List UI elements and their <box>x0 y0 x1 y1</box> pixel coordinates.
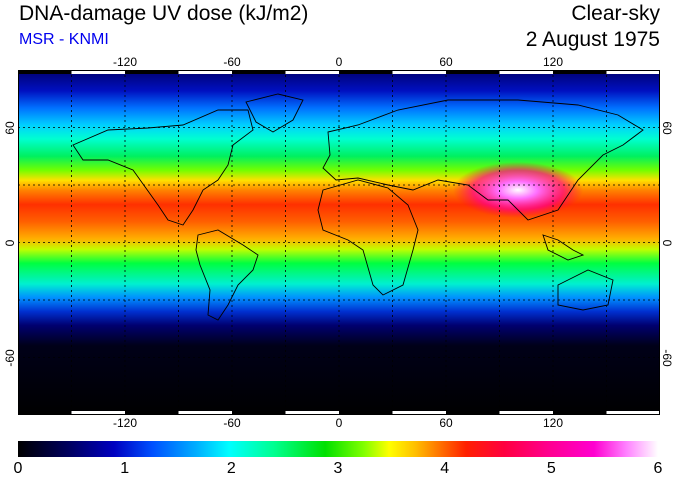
colorbar-tick-label: 4 <box>440 460 450 477</box>
colorbar-tick-label: 2 <box>226 460 236 477</box>
colorbar-tick-label: 5 <box>546 460 556 477</box>
colorbar-tick-label: 6 <box>653 460 663 477</box>
longitude-tick-label-bottom: -120 <box>112 416 138 430</box>
map-frame <box>18 70 660 415</box>
colorbar-tick-label: 1 <box>120 460 130 477</box>
frame-tick-segment <box>499 411 553 415</box>
uv-dose-map <box>18 70 660 415</box>
colorbar-tick-label: 0 <box>13 460 23 477</box>
frame-tick-segment <box>178 411 232 415</box>
frame-tick-segment <box>18 70 72 74</box>
frame-tick-segment <box>339 70 393 74</box>
date-label: 2 August 1975 <box>525 28 660 51</box>
latitude-tick-label-left: 0 <box>3 239 17 246</box>
sky-condition-label: Clear-sky <box>571 2 660 25</box>
longitude-tick-label-top: -60 <box>223 55 241 69</box>
frame-tick-segment <box>232 70 286 74</box>
map-frame-ticks <box>18 70 660 415</box>
frame-tick-segment <box>553 411 607 415</box>
frame-tick-segment <box>178 70 232 74</box>
map-title: DNA-damage UV dose (kJ/m2) <box>19 2 309 25</box>
frame-tick-segment <box>606 411 660 415</box>
frame-tick-segment <box>339 411 393 415</box>
latitude-tick-label-right: -60 <box>660 348 674 367</box>
frame-tick-segment <box>499 70 553 74</box>
longitude-tick-label-top: 60 <box>439 55 453 69</box>
frame-tick-segment <box>71 411 125 415</box>
frame-tick-segment <box>392 411 446 415</box>
longitude-tick-label-top: -120 <box>112 55 138 69</box>
frame-tick-segment <box>285 70 339 74</box>
frame-tick-segment <box>446 70 500 74</box>
longitude-tick-label-bottom: 0 <box>335 416 343 430</box>
frame-tick-segment <box>232 411 286 415</box>
frame-tick-segment <box>392 70 446 74</box>
longitude-tick-label-bottom: 120 <box>542 416 564 430</box>
frame-tick-segment <box>18 411 72 415</box>
tibet-maximum <box>453 162 583 218</box>
colorbar <box>18 441 658 457</box>
frame-tick-segment <box>553 70 607 74</box>
latitude-tick-label-right: 0 <box>660 239 674 246</box>
longitude-tick-label-top: 0 <box>335 55 343 69</box>
map-canvas <box>18 70 660 415</box>
longitude-tick-label-bottom: -60 <box>223 416 241 430</box>
colorbar-tick-label: 3 <box>333 460 343 477</box>
latitude-tick-label-left: -60 <box>3 348 17 367</box>
graticule <box>18 70 660 415</box>
coastlines <box>72 93 644 321</box>
frame-tick-segment <box>606 70 660 74</box>
institution-label: MSR - KNMI <box>19 31 109 48</box>
frame-tick-segment <box>125 70 179 74</box>
latitude-tick-label-left: 60 <box>3 120 17 135</box>
frame-tick-segment <box>125 411 179 415</box>
frame-tick-segment <box>285 411 339 415</box>
latitude-tick-label-right: 60 <box>660 120 674 135</box>
frame-tick-segment <box>71 70 125 74</box>
longitude-tick-label-top: 120 <box>542 55 564 69</box>
frame-tick-segment <box>446 411 500 415</box>
longitude-tick-label-bottom: 60 <box>439 416 453 430</box>
